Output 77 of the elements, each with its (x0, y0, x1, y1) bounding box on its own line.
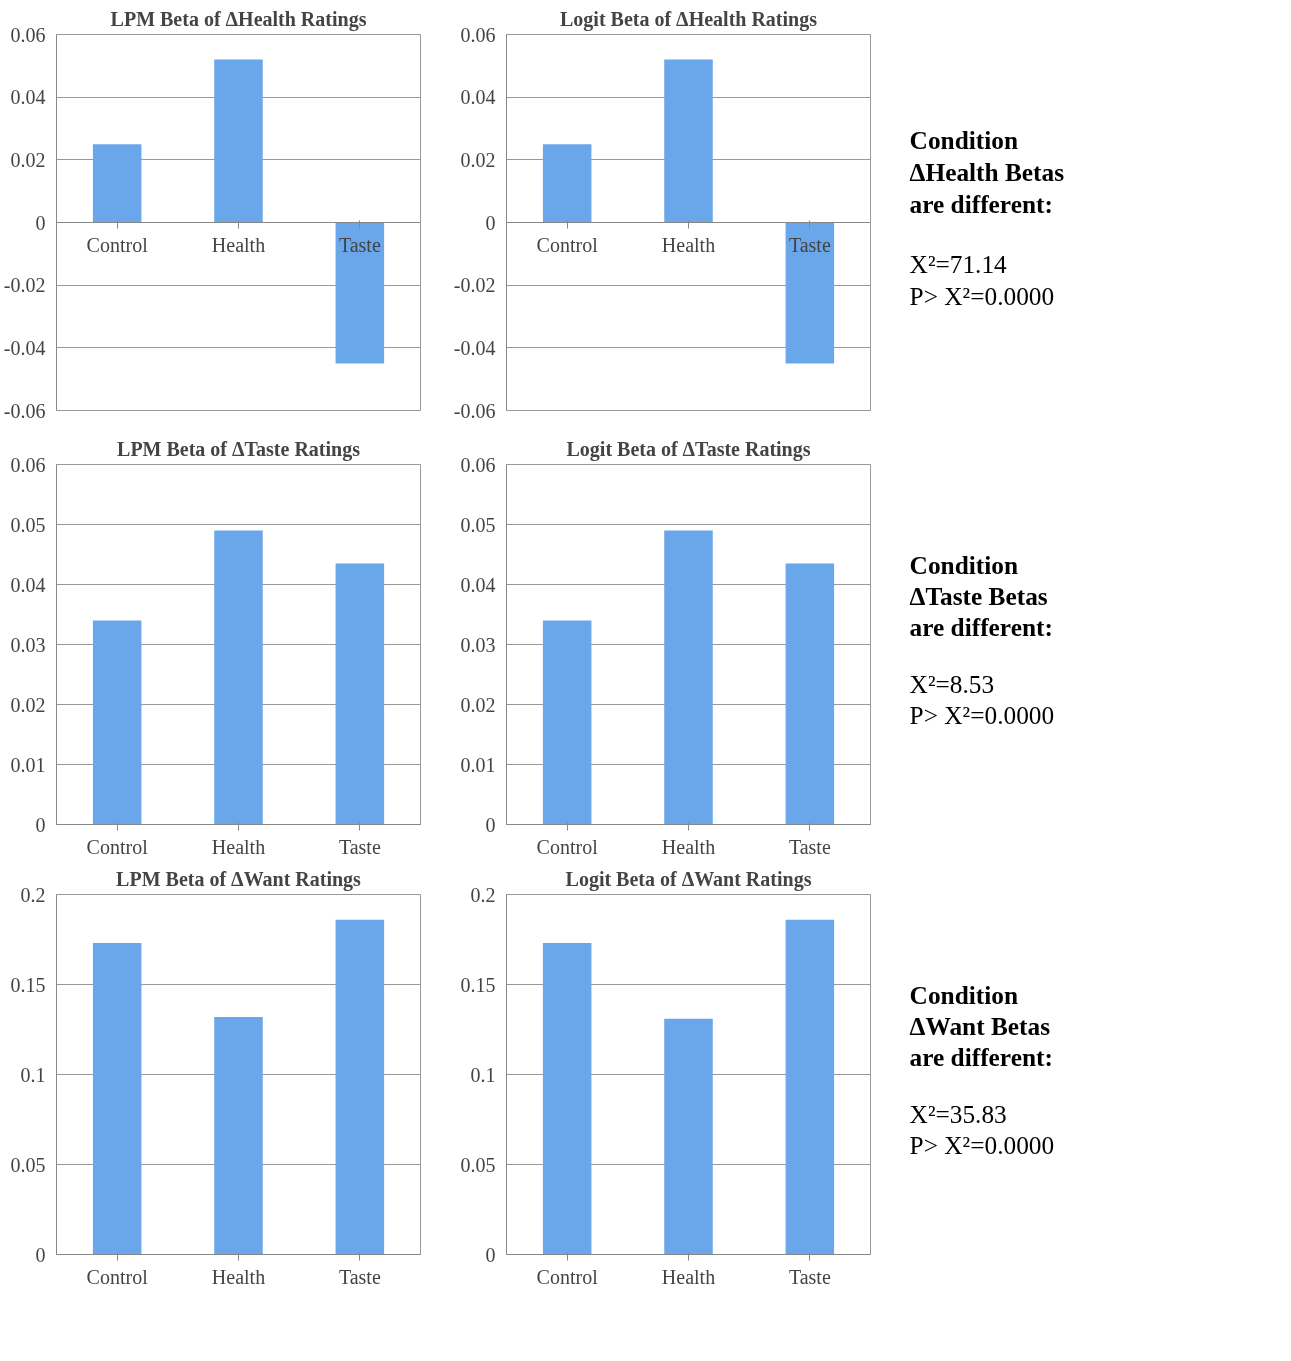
y-tick-label: 0.06 (460, 453, 496, 476)
y-tick-label: 0.02 (460, 693, 496, 716)
y-tick-label: 0.15 (10, 973, 46, 996)
text: P> X²=0.0000 (909, 700, 1055, 729)
chart-title: Logit Beta of ΔTaste Ratings (566, 437, 811, 461)
y-tick-label: 0 (485, 1243, 496, 1266)
y-tick-label: 0 (35, 1243, 46, 1266)
y-tick-label: 0.03 (10, 633, 46, 656)
y-tick-label: -0.02 (3, 274, 46, 297)
y-tick-label: 0.2 (20, 883, 46, 906)
x-tick-label: Control (536, 1265, 599, 1288)
y-tick-label: 0.06 (10, 23, 46, 46)
y-tick-label: 0.05 (10, 1153, 46, 1176)
x-tick-label: Health (661, 1265, 716, 1288)
x-tick-label: Health (661, 835, 716, 858)
text: X²=71.14 (909, 249, 1008, 278)
x-tick-label: Health (211, 835, 266, 858)
y-tick-label: 0.05 (10, 513, 46, 536)
x-tick-label: Control (536, 835, 599, 858)
x-tick-label: Taste (788, 1265, 831, 1288)
text: ΔHealth Betas (909, 157, 1065, 186)
x-tick-label: Taste (788, 233, 831, 256)
y-tick-label: -0.02 (453, 274, 496, 297)
x-tick-label: Taste (338, 835, 381, 858)
x-tick-label: Health (661, 233, 716, 256)
text: X²=8.53 (909, 670, 995, 699)
chart-title: LPM Beta of ΔTaste Ratings (117, 437, 361, 461)
y-tick-label: 0.04 (10, 573, 46, 596)
text: Condition (909, 981, 1018, 1010)
text: ΔWant Betas (909, 1011, 1051, 1040)
y-tick-label: 0.01 (460, 753, 496, 776)
y-tick-label: 0.1 (470, 1063, 496, 1086)
y-tick-label: 0.15 (460, 973, 496, 996)
y-tick-label: 0 (485, 211, 496, 234)
chart-title: Logit Beta of ΔHealth Ratings (560, 7, 818, 31)
y-tick-label: 0.05 (460, 1153, 496, 1176)
text: are different: (909, 189, 1053, 218)
x-tick-label: Control (536, 233, 599, 256)
y-tick-label: 0.1 (20, 1063, 46, 1086)
y-tick-label: 0 (35, 813, 46, 836)
y-tick-label: 0.02 (10, 693, 46, 716)
x-tick-label: Taste (338, 1265, 381, 1288)
y-tick-label: 0.03 (460, 633, 496, 656)
y-tick-label: -0.04 (3, 336, 46, 359)
text: P> X²=0.0000 (909, 1130, 1055, 1159)
y-tick-label: 0.02 (10, 148, 46, 171)
text: are different: (909, 612, 1053, 641)
y-tick-label: 0.04 (460, 573, 496, 596)
text: ΔTaste Betas (909, 581, 1048, 610)
x-tick-label: Taste (338, 233, 381, 256)
chart-title: LPM Beta of ΔHealth Ratings (110, 7, 367, 31)
x-tick-label: Taste (788, 835, 831, 858)
text: Condition (909, 125, 1018, 154)
text: are different: (909, 1042, 1053, 1071)
x-tick-label: Health (211, 233, 266, 256)
text: X²=35.83 (909, 1100, 1007, 1129)
y-tick-label: 0.06 (460, 23, 496, 46)
y-tick-label: 0.01 (10, 753, 46, 776)
y-tick-label: 0.05 (460, 513, 496, 536)
y-tick-label: 0.06 (10, 453, 46, 476)
y-tick-label: -0.06 (453, 399, 496, 422)
x-tick-label: Control (86, 1265, 149, 1288)
y-tick-label: 0.04 (10, 86, 46, 109)
y-tick-label: -0.04 (453, 336, 496, 359)
x-tick-label: Control (86, 233, 149, 256)
text: P> X²=0.0000 (909, 281, 1055, 310)
text: Condition (909, 551, 1018, 580)
y-tick-label: -0.06 (3, 399, 46, 422)
chart-title: LPM Beta of ΔWant Ratings (116, 867, 362, 891)
y-tick-label: 0.02 (460, 148, 496, 171)
y-tick-label: 0 (485, 813, 496, 836)
x-tick-label: Health (211, 1265, 266, 1288)
y-tick-label: 0 (35, 211, 46, 234)
y-tick-label: 0.04 (460, 86, 496, 109)
x-tick-label: Control (86, 835, 149, 858)
y-tick-label: 0.2 (470, 883, 496, 906)
chart-title: Logit Beta of ΔWant Ratings (565, 867, 812, 891)
